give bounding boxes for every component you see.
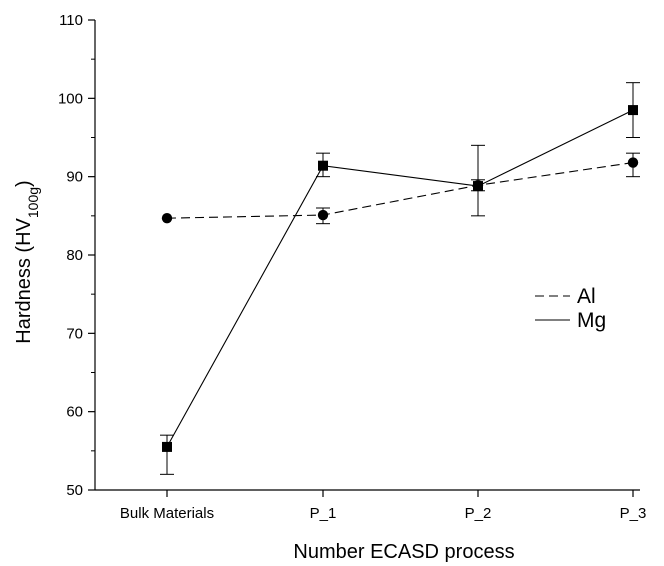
axes [94,20,640,491]
x-tick-label: P_1 [310,505,337,522]
y-axis-title-subscript: 100g [25,187,41,218]
series-line [166,162,634,219]
error-bar [471,144,485,217]
y-axis-title-close: ) [13,180,35,187]
x-tick-label: Bulk Materials [120,505,214,522]
y-tick-label: 100 [58,90,83,107]
legend-label: Mg [577,309,606,332]
series [160,82,640,475]
y-tick-label: 70 [66,325,83,342]
data-point [628,105,638,116]
series-mg [160,82,640,475]
data-point [161,212,173,224]
ticks: 50 60 70 80 90 100 110 Bulk Materials P_1 P_2 P_3 [58,12,646,522]
y-tick-label: 90 [66,169,83,186]
y-tick-label: 50 [66,482,83,499]
series-al [161,152,640,225]
data-point [317,209,329,221]
data-point [318,160,328,171]
series-line [166,109,634,448]
y-axis-title: Hardness (HV100g) [13,180,41,343]
y-tick-label: 110 [59,12,83,29]
x-tick-label: P_3 [620,505,647,522]
y-tick-label: 80 [66,247,83,264]
y-tick-label: 60 [66,404,83,421]
data-point [162,441,172,452]
x-tick-label: P_2 [465,505,492,522]
error-bar [160,434,174,475]
data-point [627,157,639,168]
data-point [473,181,483,192]
x-axis-title: Number ECASD process [293,541,514,563]
legend-label: Al [577,285,596,308]
y-axis-title-main: Hardness (HV [13,217,35,343]
